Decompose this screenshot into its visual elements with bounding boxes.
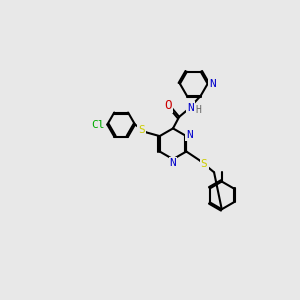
Text: N: N [186,130,193,140]
Text: S: S [201,159,207,169]
Text: N: N [209,79,216,89]
Text: N: N [187,103,193,112]
Text: Cl: Cl [91,119,105,130]
Text: N: N [209,79,216,89]
Text: N: N [187,103,194,112]
Text: H: H [196,105,201,115]
Text: H: H [195,105,201,115]
Text: Cl: Cl [91,119,105,130]
Text: S: S [201,159,207,169]
Text: O: O [164,99,171,112]
Text: O: O [164,99,171,112]
Text: N: N [169,158,176,168]
Text: N: N [169,158,176,168]
Text: S: S [139,125,145,135]
Text: N: N [186,130,193,140]
Text: S: S [139,125,145,135]
